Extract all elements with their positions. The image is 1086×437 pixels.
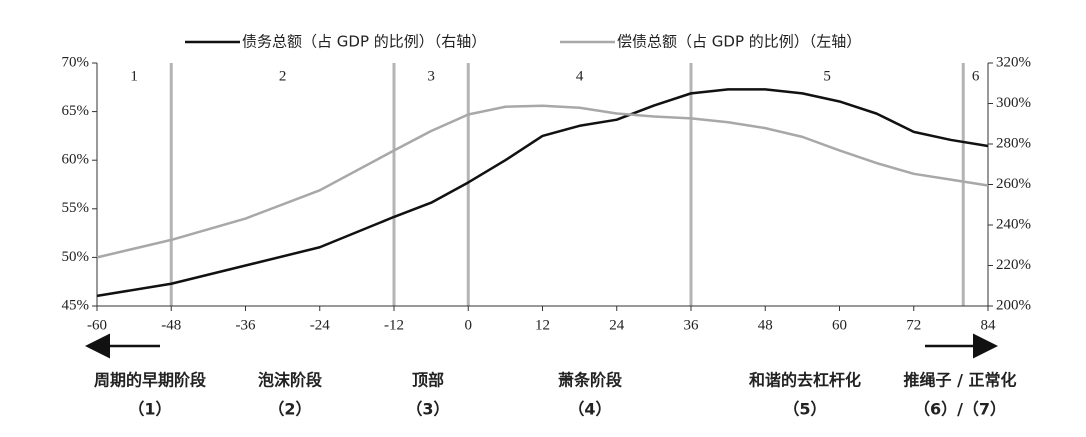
x-tick-label: -36: [236, 317, 256, 333]
x-tick-label: 24: [609, 317, 625, 333]
phase-label: 1: [130, 68, 138, 84]
stage-number: （1）: [128, 400, 171, 419]
stage-number: （5）: [783, 400, 826, 419]
phase-label: 4: [576, 68, 584, 84]
phase-label: 2: [279, 68, 287, 84]
y2-tick-label: 280%: [996, 135, 1031, 151]
y2-tick-label: 300%: [996, 95, 1031, 111]
x-tick-label: -60: [87, 317, 107, 333]
x-tick-label: 72: [906, 317, 921, 333]
stage-name: 周期的早期阶段: [94, 371, 207, 390]
stage-name: 顶部: [412, 371, 444, 390]
y-tick-label: 65%: [62, 103, 90, 119]
y-tick-label: 45%: [62, 297, 90, 313]
x-tick-label: 60: [832, 317, 847, 333]
y2-tick-label: 200%: [996, 297, 1031, 313]
y2-tick-label: 320%: [996, 54, 1031, 70]
stage-name: 推绳子 / 正常化: [904, 371, 1017, 390]
y-tick-label: 70%: [62, 54, 90, 70]
y-tick-label: 60%: [62, 152, 90, 168]
y-tick-label: 55%: [62, 200, 90, 216]
x-tick-label: -12: [384, 317, 404, 333]
legend-label: 偿债总额（占 GDP 的比例）（左轴）: [617, 33, 861, 51]
x-tick-label: 48: [758, 317, 773, 333]
stage-number: （4）: [568, 400, 611, 419]
y2-tick-label: 220%: [996, 257, 1031, 273]
phase-label: 6: [972, 68, 980, 84]
phase-label: 3: [427, 68, 435, 84]
stage-name: 和谐的去杠杆化: [749, 371, 861, 390]
x-tick-label: 0: [465, 317, 473, 333]
stage-name: 泡沫阶段: [258, 371, 323, 390]
legend-label: 债务总额（占 GDP 的比例）（右轴）: [242, 33, 486, 51]
stage-number: （6）/（7）: [914, 400, 1006, 419]
stage-name: 萧条阶段: [558, 371, 623, 390]
x-tick-label: 36: [684, 317, 700, 333]
x-tick-label: -24: [310, 317, 330, 333]
x-tick-label: 12: [535, 317, 550, 333]
stage-number: （2）: [268, 400, 311, 419]
y2-tick-label: 240%: [996, 216, 1031, 232]
series-line: [96, 104, 989, 259]
y-tick-label: 50%: [62, 249, 90, 265]
y2-tick-label: 260%: [996, 176, 1031, 192]
series-line: [96, 88, 989, 298]
x-tick-label: 84: [981, 317, 997, 333]
stage-number: （3）: [406, 400, 449, 419]
phase-label: 5: [823, 68, 831, 84]
x-tick-label: -48: [161, 317, 181, 333]
